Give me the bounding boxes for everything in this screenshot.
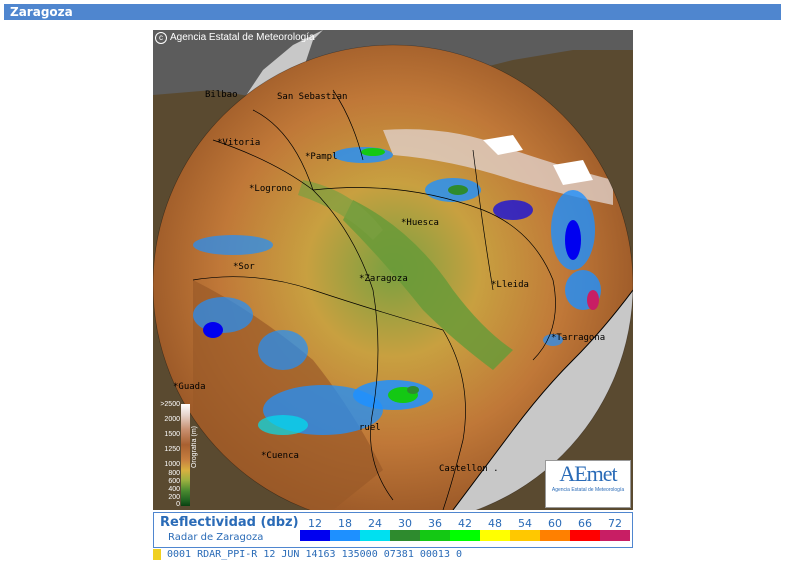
legend-swatch [570,530,600,541]
radar-map-image [153,30,633,510]
city-label-lleida: *Lleida [491,280,529,290]
city-label-tarragona: *Tarragona [551,333,606,343]
legend-item: 12 [300,517,330,543]
legend-item: 66 [570,517,600,543]
city-label-vitoria: *Vitoria [217,138,261,148]
legend-item: 24 [360,517,390,543]
legend-value: 42 [458,517,472,530]
city-label-pamplona: *Pampl [305,152,338,162]
aemet-logo-text: AEmet [559,461,617,486]
aemet-logo-subtitle: Agencia Estatal de Meteorología [551,487,625,493]
status-text: 0001 RDAR_PPI-R 12 JUN 14163 135000 0738… [167,549,463,560]
ebro-valley [343,200,513,370]
legend-swatch [600,530,630,541]
legend-item: 48 [480,517,510,543]
oro-level: 800 [168,470,180,477]
reflectivity-legend: Reflectividad (dbz) Radar de Zaragoza 12… [153,512,633,548]
legend-swatch [390,530,420,541]
aemet-logo: AEmet Agencia Estatal de Meteorología [545,460,631,508]
legend-item: 36 [420,517,450,543]
city-label-san-sebastian: San Sebastian [277,92,348,102]
city-label-teruel: ruel [359,423,381,433]
legend-value: 48 [488,517,502,530]
province-borders [192,89,556,510]
legend-value: 60 [548,517,562,530]
status-marker [153,549,161,560]
page-title-bar: Zaragoza [4,4,781,20]
radar-map: c Agencia Estatal de Meteorología Bilbao … [153,30,633,510]
legend-item: 30 [390,517,420,543]
legend-swatch [300,530,330,541]
legend-scale: 12 18 24 30 36 42 48 54 60 66 72 [300,517,630,543]
legend-value: 72 [608,517,622,530]
city-label-logrono: *Logrono [249,184,293,194]
legend-title: Reflectividad (dbz) [160,515,299,530]
city-label-guadalajara: *Guada [173,382,206,392]
oro-level: 0 [176,501,180,508]
legend-value: 30 [398,517,412,530]
oro-level: 1000 [164,461,180,468]
legend-swatch [510,530,540,541]
oro-level: 2000 [164,416,180,423]
copyright-notice: c Agencia Estatal de Meteorología [155,32,315,44]
legend-swatch [450,530,480,541]
oro-level: 1250 [164,446,180,453]
oro-level: 400 [168,486,180,493]
city-label-castellon: Castellon . [439,464,499,474]
legend-value: 54 [518,517,532,530]
orography-color-bar [181,404,190,506]
copyright-icon: c [155,32,167,44]
orography-labels: >2500 2000 1500 1250 1000 800 600 400 20… [154,401,180,509]
legend-swatch [480,530,510,541]
oro-level: 1500 [164,431,180,438]
legend-swatch [330,530,360,541]
copyright-text: Agencia Estatal de Meteorología [170,32,315,43]
legend-subtitle: Radar de Zaragoza [168,532,264,543]
legend-value: 18 [338,517,352,530]
legend-item: 54 [510,517,540,543]
oro-level: 200 [168,494,180,501]
legend-value: 36 [428,517,442,530]
legend-swatch [360,530,390,541]
orography-scale: >2500 2000 1500 1250 1000 800 600 400 20… [154,401,204,509]
oro-level: 600 [168,478,180,485]
radar-echoes [193,147,601,435]
city-label-bilbao: Bilbao [205,90,238,100]
pyrenees [383,129,613,205]
legend-item: 60 [540,517,570,543]
legend-item: 72 [600,517,630,543]
city-label-huesca: *Huesca [401,218,439,228]
legend-swatch [540,530,570,541]
oro-level: >2500 [160,401,180,408]
city-label-cuenca: *Cuenca [261,451,299,461]
page-title: Zaragoza [10,5,73,19]
city-label-zaragoza: *Zaragoza [359,274,408,284]
legend-value: 66 [578,517,592,530]
orography-title: Orografía (m) [191,426,198,469]
legend-value: 24 [368,517,382,530]
legend-value: 12 [308,517,322,530]
legend-item: 18 [330,517,360,543]
legend-item: 42 [450,517,480,543]
legend-swatch [420,530,450,541]
status-bar: 0001 RDAR_PPI-R 12 JUN 14163 135000 0738… [153,548,633,561]
city-label-soria: *Sor [233,262,255,272]
